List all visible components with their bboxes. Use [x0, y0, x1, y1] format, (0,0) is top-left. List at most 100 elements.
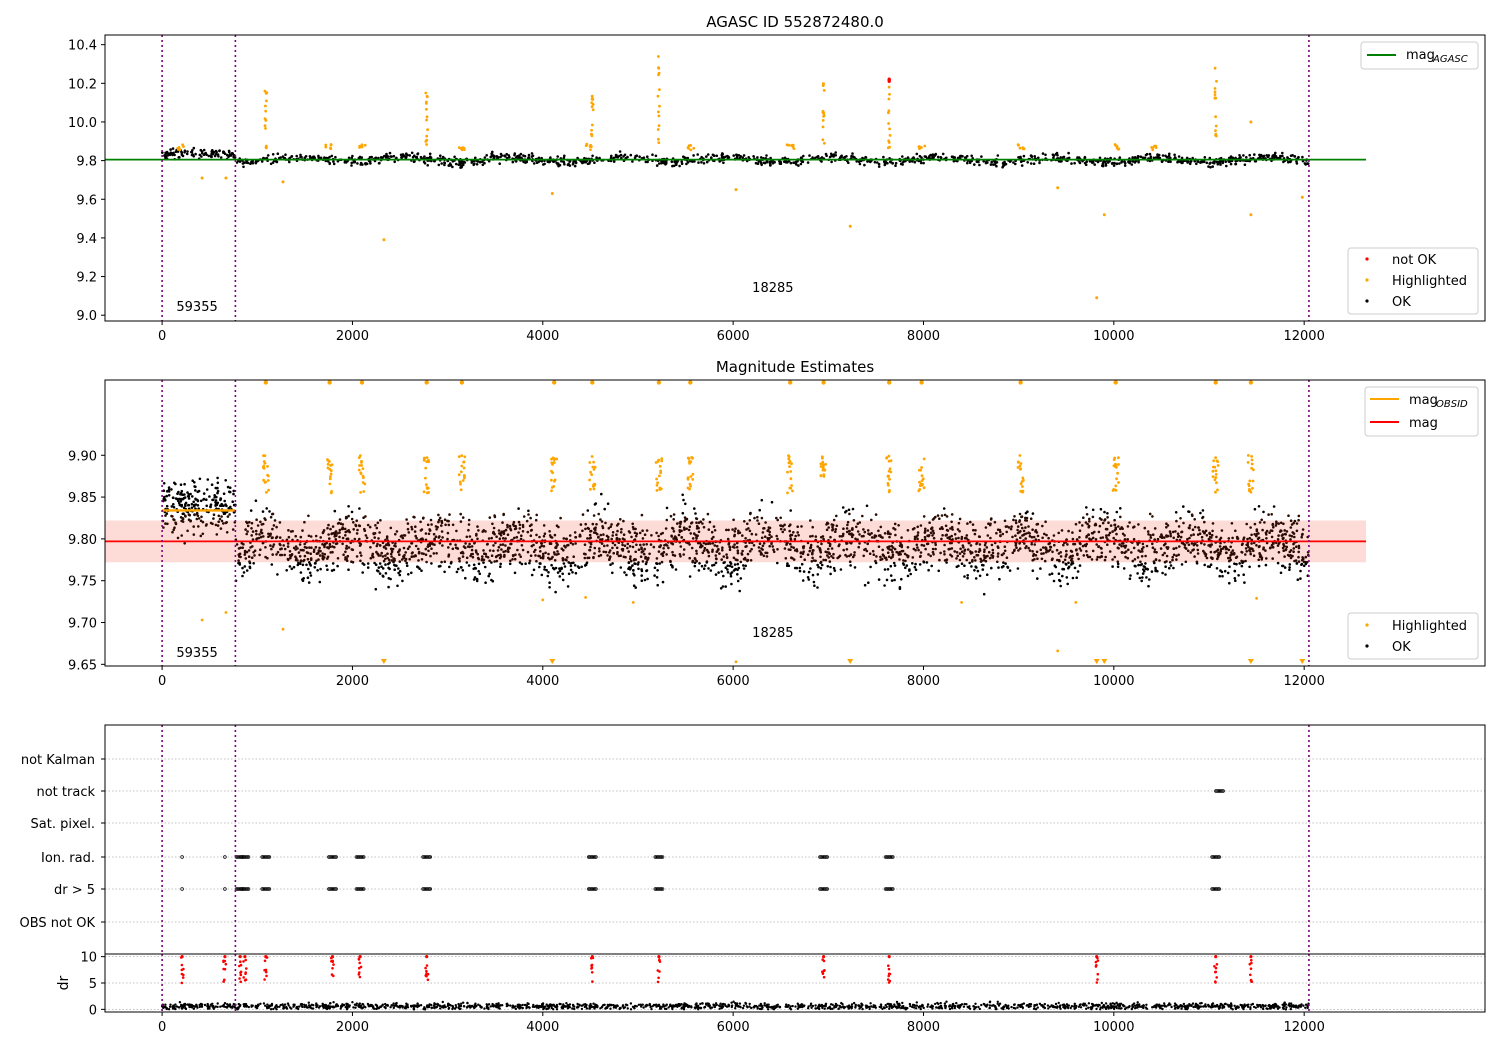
ok-point [413, 160, 416, 163]
ok-point [323, 553, 327, 556]
ok-point [615, 533, 618, 536]
ok-point [680, 536, 683, 539]
ok-point [317, 550, 321, 553]
highlighted-point [687, 460, 691, 463]
ok-point [220, 519, 224, 523]
highlighted-point [821, 109, 825, 113]
ok-point [408, 545, 411, 548]
ok-point [216, 524, 220, 527]
ok-point [568, 160, 571, 163]
ok-point [1248, 153, 1251, 157]
ok-point [1036, 522, 1040, 526]
ok-point [215, 150, 218, 154]
highlighted-point [457, 455, 461, 458]
ok-point [248, 560, 251, 563]
ok-point [662, 547, 665, 550]
ok-point [532, 550, 536, 554]
ok-point [420, 569, 423, 572]
ok-point [283, 547, 287, 551]
ok-point [1057, 531, 1060, 535]
ok-point [490, 561, 493, 564]
ok-point [930, 526, 934, 529]
ok-point [937, 569, 940, 573]
ok-point [267, 532, 270, 536]
ok-point [419, 155, 423, 159]
highlighted-point [461, 479, 465, 482]
ok-point [711, 564, 714, 567]
ok-point [381, 555, 385, 558]
ok-point [1263, 521, 1266, 524]
highlighted-point [687, 457, 691, 460]
ok-point [837, 544, 840, 548]
ok-point [664, 527, 668, 530]
ok-point [1238, 562, 1241, 565]
ok-point [1246, 537, 1249, 541]
ok-point [779, 527, 783, 531]
ok-point [1230, 522, 1234, 525]
ok-point [697, 161, 700, 164]
ok-point [569, 568, 573, 572]
ok-point [269, 534, 272, 537]
ok-point [247, 555, 251, 558]
ok-point [810, 560, 814, 563]
ok-point [1024, 537, 1027, 540]
ok-point [1272, 525, 1275, 529]
ok-point [393, 564, 397, 567]
ok-point [554, 590, 557, 594]
ok-point [231, 528, 235, 531]
ok-point [899, 162, 903, 166]
ok-point [1154, 568, 1157, 572]
ok-point [1051, 153, 1055, 156]
ok-point [242, 165, 245, 169]
ok-point [708, 520, 712, 524]
ok-point [735, 153, 738, 157]
highlighted-point [656, 380, 662, 385]
ok-point [523, 154, 527, 158]
ok-point [460, 161, 464, 165]
ok-point [911, 527, 915, 531]
ok-point [1153, 561, 1156, 565]
ok-point [548, 586, 551, 589]
ok-point [1038, 161, 1041, 165]
ok-point [765, 160, 769, 164]
ok-point [861, 156, 864, 160]
ok-point [925, 561, 929, 564]
ok-point [1195, 162, 1198, 166]
ok-point [414, 534, 418, 538]
ok-point [461, 552, 465, 555]
legend-box [1347, 247, 1479, 315]
ok-point [275, 160, 278, 163]
ok-point [237, 559, 240, 562]
ok-point [581, 529, 584, 533]
ok-point [366, 566, 370, 569]
ok-point [322, 530, 325, 533]
ok-point [496, 549, 500, 552]
ok-point [581, 161, 584, 165]
ok-point [211, 522, 214, 526]
ok-point [542, 524, 546, 527]
ok-point [416, 565, 419, 568]
ok-point [1281, 564, 1284, 568]
highlighted-point [593, 482, 597, 486]
ok-point [585, 561, 589, 564]
ok-point [612, 156, 616, 160]
ok-point [447, 519, 450, 523]
ok-point [953, 550, 956, 553]
ok-point [729, 561, 732, 564]
ok-point [1279, 571, 1283, 575]
ok-point [307, 514, 310, 518]
ok-point [387, 585, 390, 589]
ok-point [245, 532, 248, 536]
highlighted-point [326, 462, 330, 466]
ok-point [1161, 571, 1164, 575]
ok-point [530, 152, 534, 155]
ok-point [186, 495, 190, 498]
ok-point [448, 565, 451, 569]
ok-point [700, 161, 703, 164]
ok-point [443, 518, 447, 521]
highlighted-point [1215, 79, 1218, 83]
ok-point [1028, 549, 1032, 552]
ok-point [366, 523, 370, 527]
ok-point [1111, 530, 1114, 533]
ok-point [693, 160, 696, 163]
